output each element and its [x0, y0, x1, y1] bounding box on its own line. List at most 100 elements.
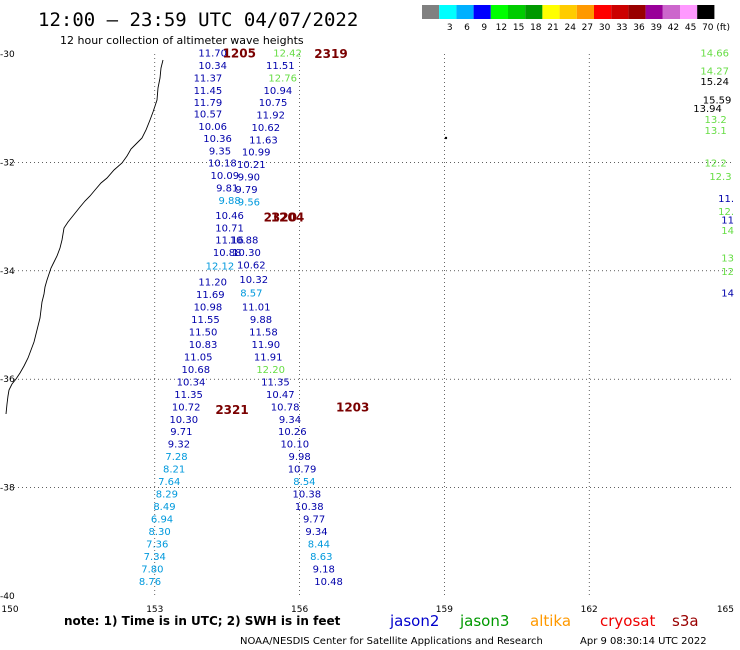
wave-height-value: 7.28: [165, 452, 187, 463]
wave-height-value: 9.18: [313, 564, 335, 575]
wave-height-value: 10.88: [213, 248, 242, 259]
wave-height-value: 10.83: [189, 340, 218, 351]
wave-height-value: 10.38: [293, 490, 322, 501]
latitude-label: -40: [0, 592, 15, 602]
wave-height-value: 10.46: [215, 211, 244, 222]
wave-height-value: 10.48: [314, 577, 343, 588]
wave-height-value: 10.78: [271, 402, 300, 413]
wave-height-value: 7.64: [158, 477, 180, 488]
wave-height-value: 10.18: [208, 158, 237, 169]
wave-height-value: 11.79: [194, 98, 223, 109]
wave-height-value: 9.90: [238, 172, 260, 183]
latitude-label: -36: [0, 375, 15, 385]
wave-height-value: 13: [721, 253, 734, 264]
wave-height-value: 11.: [718, 194, 734, 205]
pass-time: 1203: [336, 400, 369, 414]
wave-height-value: 9.98: [288, 452, 310, 463]
wave-height-value: 12.12: [206, 261, 235, 272]
legend-tick-label: 24: [564, 23, 576, 33]
wave-height-value: 10.34: [177, 377, 206, 388]
wave-height-value: 11.35: [174, 390, 203, 401]
pass-time: 2319: [314, 47, 347, 61]
credit-line: NOAA/NESDIS Center for Satellite Applica…: [240, 636, 543, 647]
wave-height-value: 8.44: [308, 539, 330, 550]
wave-height-value: 10.71: [215, 223, 244, 234]
pass-time: 1204: [271, 211, 304, 225]
wave-height-value: 11.70: [198, 48, 227, 59]
wave-height-value: 13.94: [693, 104, 722, 115]
satellite-name: cryosat: [600, 612, 655, 630]
wave-height-value: 10.99: [242, 148, 271, 159]
wave-height-value: 11.55: [191, 315, 220, 326]
wave-height-value: 12.76: [268, 73, 297, 84]
pass-time: 2320: [264, 211, 297, 225]
wave-height-value: 10.32: [239, 275, 268, 286]
legend-tick-label: 3: [447, 23, 453, 33]
wave-height-value: 9.35: [209, 146, 231, 157]
latitude-label: -32: [0, 158, 15, 168]
legend-swatch: [439, 5, 457, 19]
legend-swatch: [490, 5, 508, 19]
wave-height-value: 10.09: [210, 171, 239, 182]
wave-height-value: 11: [721, 215, 734, 226]
wave-height-value: 10.36: [203, 134, 232, 145]
wave-height-value: 9.71: [170, 427, 192, 438]
map-background: [10, 54, 734, 600]
latitude-label: -38: [0, 484, 15, 494]
wave-height-color-scale: 3 6 9 12 15 18 21 24 27 30 33 36 39 42 45 70 (ft): [422, 5, 730, 33]
wave-height-value: 11.45: [194, 86, 223, 97]
wave-height-value: 9.32: [168, 440, 190, 451]
wave-height-value: 8.63: [310, 552, 332, 563]
wave-height-value: 10.30: [232, 248, 261, 259]
wave-height-value: 9.88: [250, 315, 272, 326]
wave-height-value: 14: [721, 226, 734, 237]
wave-height-value: 6.94: [151, 514, 173, 525]
wave-height-value: 8.30: [148, 527, 170, 538]
wave-height-value: 10.30: [169, 415, 198, 426]
legend-tick-label: 70: [702, 23, 714, 33]
legend-tick-label: 21: [547, 23, 558, 33]
wave-height-value: 10.62: [251, 123, 280, 134]
wave-height-value: 11.16: [215, 235, 244, 246]
longitude-label: 150: [1, 605, 18, 615]
legend-swatch: [525, 5, 543, 19]
wave-height-value: 7.80: [141, 564, 163, 575]
legend-swatch: [628, 5, 646, 19]
wave-height-value: 10.94: [264, 86, 293, 97]
wave-height-value: 11.35: [261, 377, 290, 388]
satellite-name: jason2: [389, 612, 439, 630]
wave-height-value: 10.06: [198, 122, 227, 133]
legend-tick-label: 42: [668, 23, 679, 33]
satellite-legend: jason2 jason3 altika cryosat s3a: [389, 612, 699, 630]
legend-tick-label: 39: [650, 23, 662, 33]
legend-swatch: [422, 5, 440, 19]
wave-height-value: 9.56: [238, 197, 260, 208]
wave-height-value: 8.57: [240, 288, 262, 299]
wave-height-value: 11.37: [194, 73, 223, 84]
coastline: [5, 59, 164, 415]
wave-height-value: 12.20: [256, 365, 285, 376]
wave-height-value: 9.77: [303, 514, 325, 525]
legend-tick-label: 9: [481, 23, 487, 33]
wave-height-value: 9.34: [279, 415, 301, 426]
wave-height-value: 12.: [718, 207, 734, 218]
wave-height-value: 11.69: [196, 290, 225, 301]
wave-height-value: 10.88: [230, 235, 259, 246]
legend-tick-label: 27: [582, 23, 593, 33]
wave-height-value: 11.92: [256, 111, 285, 122]
wave-height-value: 9.34: [305, 527, 327, 538]
legend-tick-label: 45: [685, 23, 696, 33]
wave-height-value: 10.10: [280, 440, 309, 451]
legend-tick-label: 33: [616, 23, 627, 33]
wave-height-value: 15.24: [700, 77, 729, 88]
footnote: note: 1) Time is in UTC; 2) SWH is in fe…: [64, 614, 341, 628]
pass-time: 1205: [223, 46, 256, 60]
longitude-label: 156: [291, 605, 308, 615]
wave-height-value: 9.79: [235, 185, 257, 196]
wave-height-value: 10.62: [237, 260, 266, 271]
page-title: 12:00 – 23:59 UTC 04/07/2022: [38, 9, 358, 31]
legend-tick-label: 12: [496, 23, 507, 33]
wave-height-value: 11.63: [249, 136, 278, 147]
